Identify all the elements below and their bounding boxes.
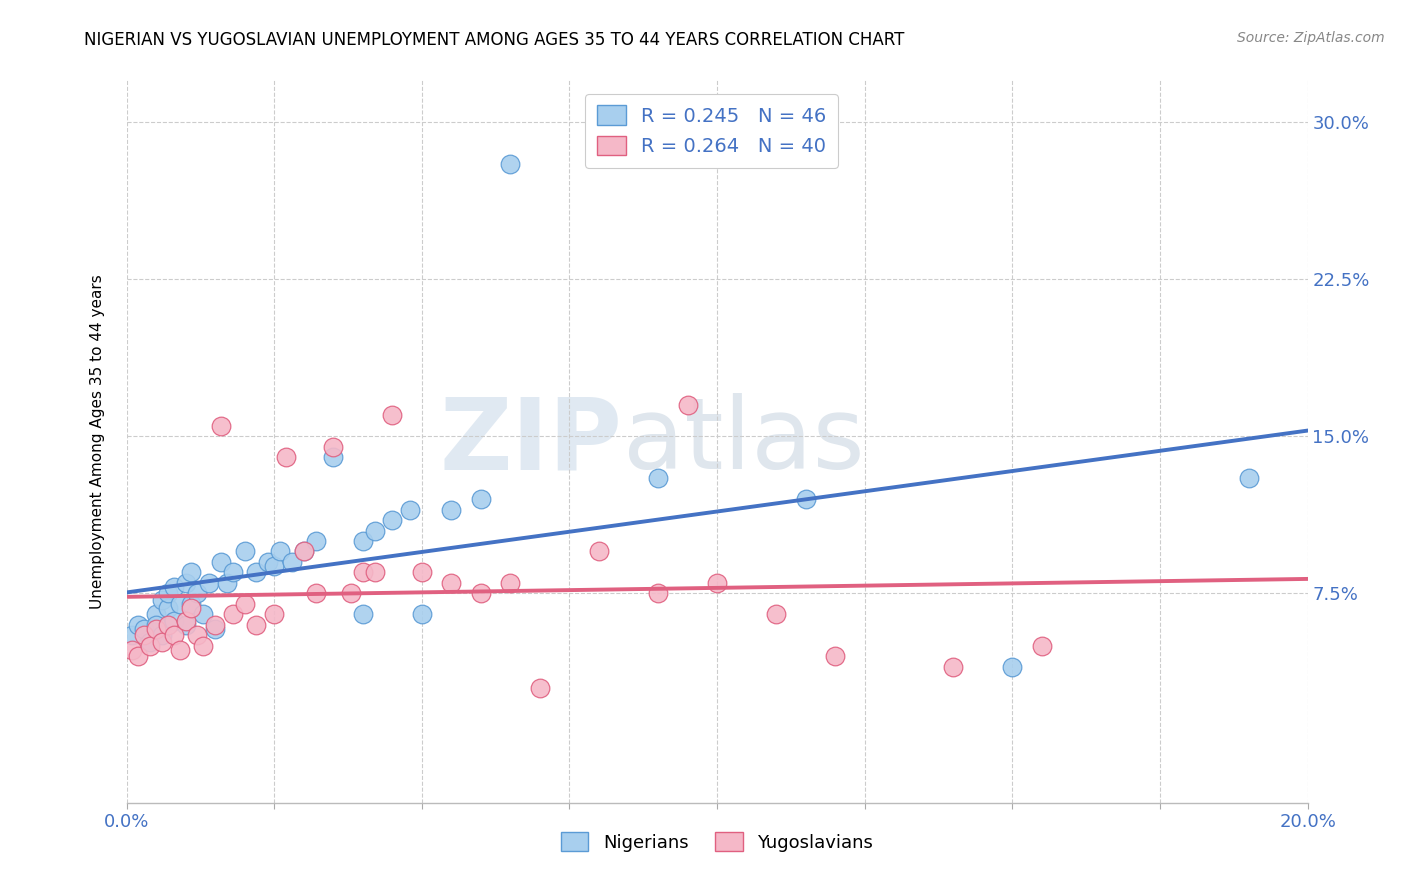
Point bbox=[304, 586, 326, 600]
Point bbox=[1001, 659, 1024, 673]
Text: ZIP: ZIP bbox=[440, 393, 623, 490]
Point bbox=[794, 492, 817, 507]
Point bbox=[340, 586, 363, 600]
Text: NIGERIAN VS YUGOSLAVIAN UNEMPLOYMENT AMONG AGES 35 TO 44 YEARS CORRELATION CHART: NIGERIAN VS YUGOSLAVIAN UNEMPLOYMENT AMO… bbox=[84, 31, 904, 49]
Point bbox=[269, 544, 291, 558]
Point bbox=[156, 617, 179, 632]
Point bbox=[440, 575, 463, 590]
Point bbox=[281, 555, 304, 569]
Point bbox=[222, 566, 245, 580]
Point bbox=[121, 628, 143, 642]
Point bbox=[245, 617, 267, 632]
Point bbox=[134, 622, 156, 636]
Point bbox=[204, 622, 226, 636]
Point bbox=[381, 409, 404, 423]
Y-axis label: Unemployment Among Ages 35 to 44 years: Unemployment Among Ages 35 to 44 years bbox=[90, 274, 105, 609]
Point bbox=[134, 628, 156, 642]
Point bbox=[169, 643, 191, 657]
Point bbox=[304, 534, 326, 549]
Point bbox=[765, 607, 787, 622]
Point bbox=[180, 597, 202, 611]
Point bbox=[647, 471, 669, 485]
Point bbox=[263, 559, 285, 574]
Point bbox=[163, 580, 186, 594]
Point bbox=[193, 639, 215, 653]
Point bbox=[352, 534, 374, 549]
Point bbox=[209, 555, 232, 569]
Point bbox=[399, 502, 422, 516]
Point bbox=[676, 398, 699, 412]
Point bbox=[233, 597, 256, 611]
Point bbox=[215, 575, 238, 590]
Point bbox=[150, 592, 173, 607]
Point bbox=[245, 566, 267, 580]
Point bbox=[156, 601, 179, 615]
Point bbox=[411, 566, 433, 580]
Point bbox=[145, 617, 167, 632]
Point bbox=[529, 681, 551, 695]
Point bbox=[180, 566, 202, 580]
Point bbox=[352, 566, 374, 580]
Point bbox=[322, 450, 344, 465]
Point bbox=[156, 586, 179, 600]
Point bbox=[169, 597, 191, 611]
Point bbox=[352, 607, 374, 622]
Point bbox=[174, 617, 197, 632]
Point bbox=[470, 492, 492, 507]
Point bbox=[257, 555, 280, 569]
Point bbox=[174, 575, 197, 590]
Point bbox=[186, 628, 208, 642]
Point bbox=[263, 607, 285, 622]
Point bbox=[145, 622, 167, 636]
Point bbox=[588, 544, 610, 558]
Point bbox=[942, 659, 965, 673]
Point bbox=[127, 617, 149, 632]
Point bbox=[198, 575, 221, 590]
Point bbox=[233, 544, 256, 558]
Point bbox=[186, 586, 208, 600]
Point bbox=[121, 643, 143, 657]
Point bbox=[163, 614, 186, 628]
Point bbox=[292, 544, 315, 558]
Point bbox=[204, 617, 226, 632]
Point bbox=[193, 607, 215, 622]
Point bbox=[363, 524, 385, 538]
Point bbox=[209, 418, 232, 433]
Point bbox=[322, 440, 344, 454]
Point bbox=[363, 566, 385, 580]
Point bbox=[381, 513, 404, 527]
Point bbox=[163, 628, 186, 642]
Legend: Nigerians, Yugoslavians: Nigerians, Yugoslavians bbox=[554, 825, 880, 859]
Point bbox=[174, 614, 197, 628]
Point bbox=[411, 607, 433, 622]
Point bbox=[706, 575, 728, 590]
Point bbox=[499, 575, 522, 590]
Point bbox=[274, 450, 297, 465]
Point bbox=[145, 607, 167, 622]
Text: Source: ZipAtlas.com: Source: ZipAtlas.com bbox=[1237, 31, 1385, 45]
Point bbox=[222, 607, 245, 622]
Point bbox=[139, 639, 162, 653]
Point bbox=[150, 634, 173, 648]
Point bbox=[139, 634, 162, 648]
Point bbox=[499, 157, 522, 171]
Point bbox=[150, 628, 173, 642]
Point bbox=[127, 649, 149, 664]
Point bbox=[180, 601, 202, 615]
Text: atlas: atlas bbox=[623, 393, 865, 490]
Point bbox=[824, 649, 846, 664]
Point bbox=[440, 502, 463, 516]
Point bbox=[470, 586, 492, 600]
Point bbox=[1031, 639, 1053, 653]
Point bbox=[647, 586, 669, 600]
Point bbox=[1237, 471, 1260, 485]
Point bbox=[292, 544, 315, 558]
